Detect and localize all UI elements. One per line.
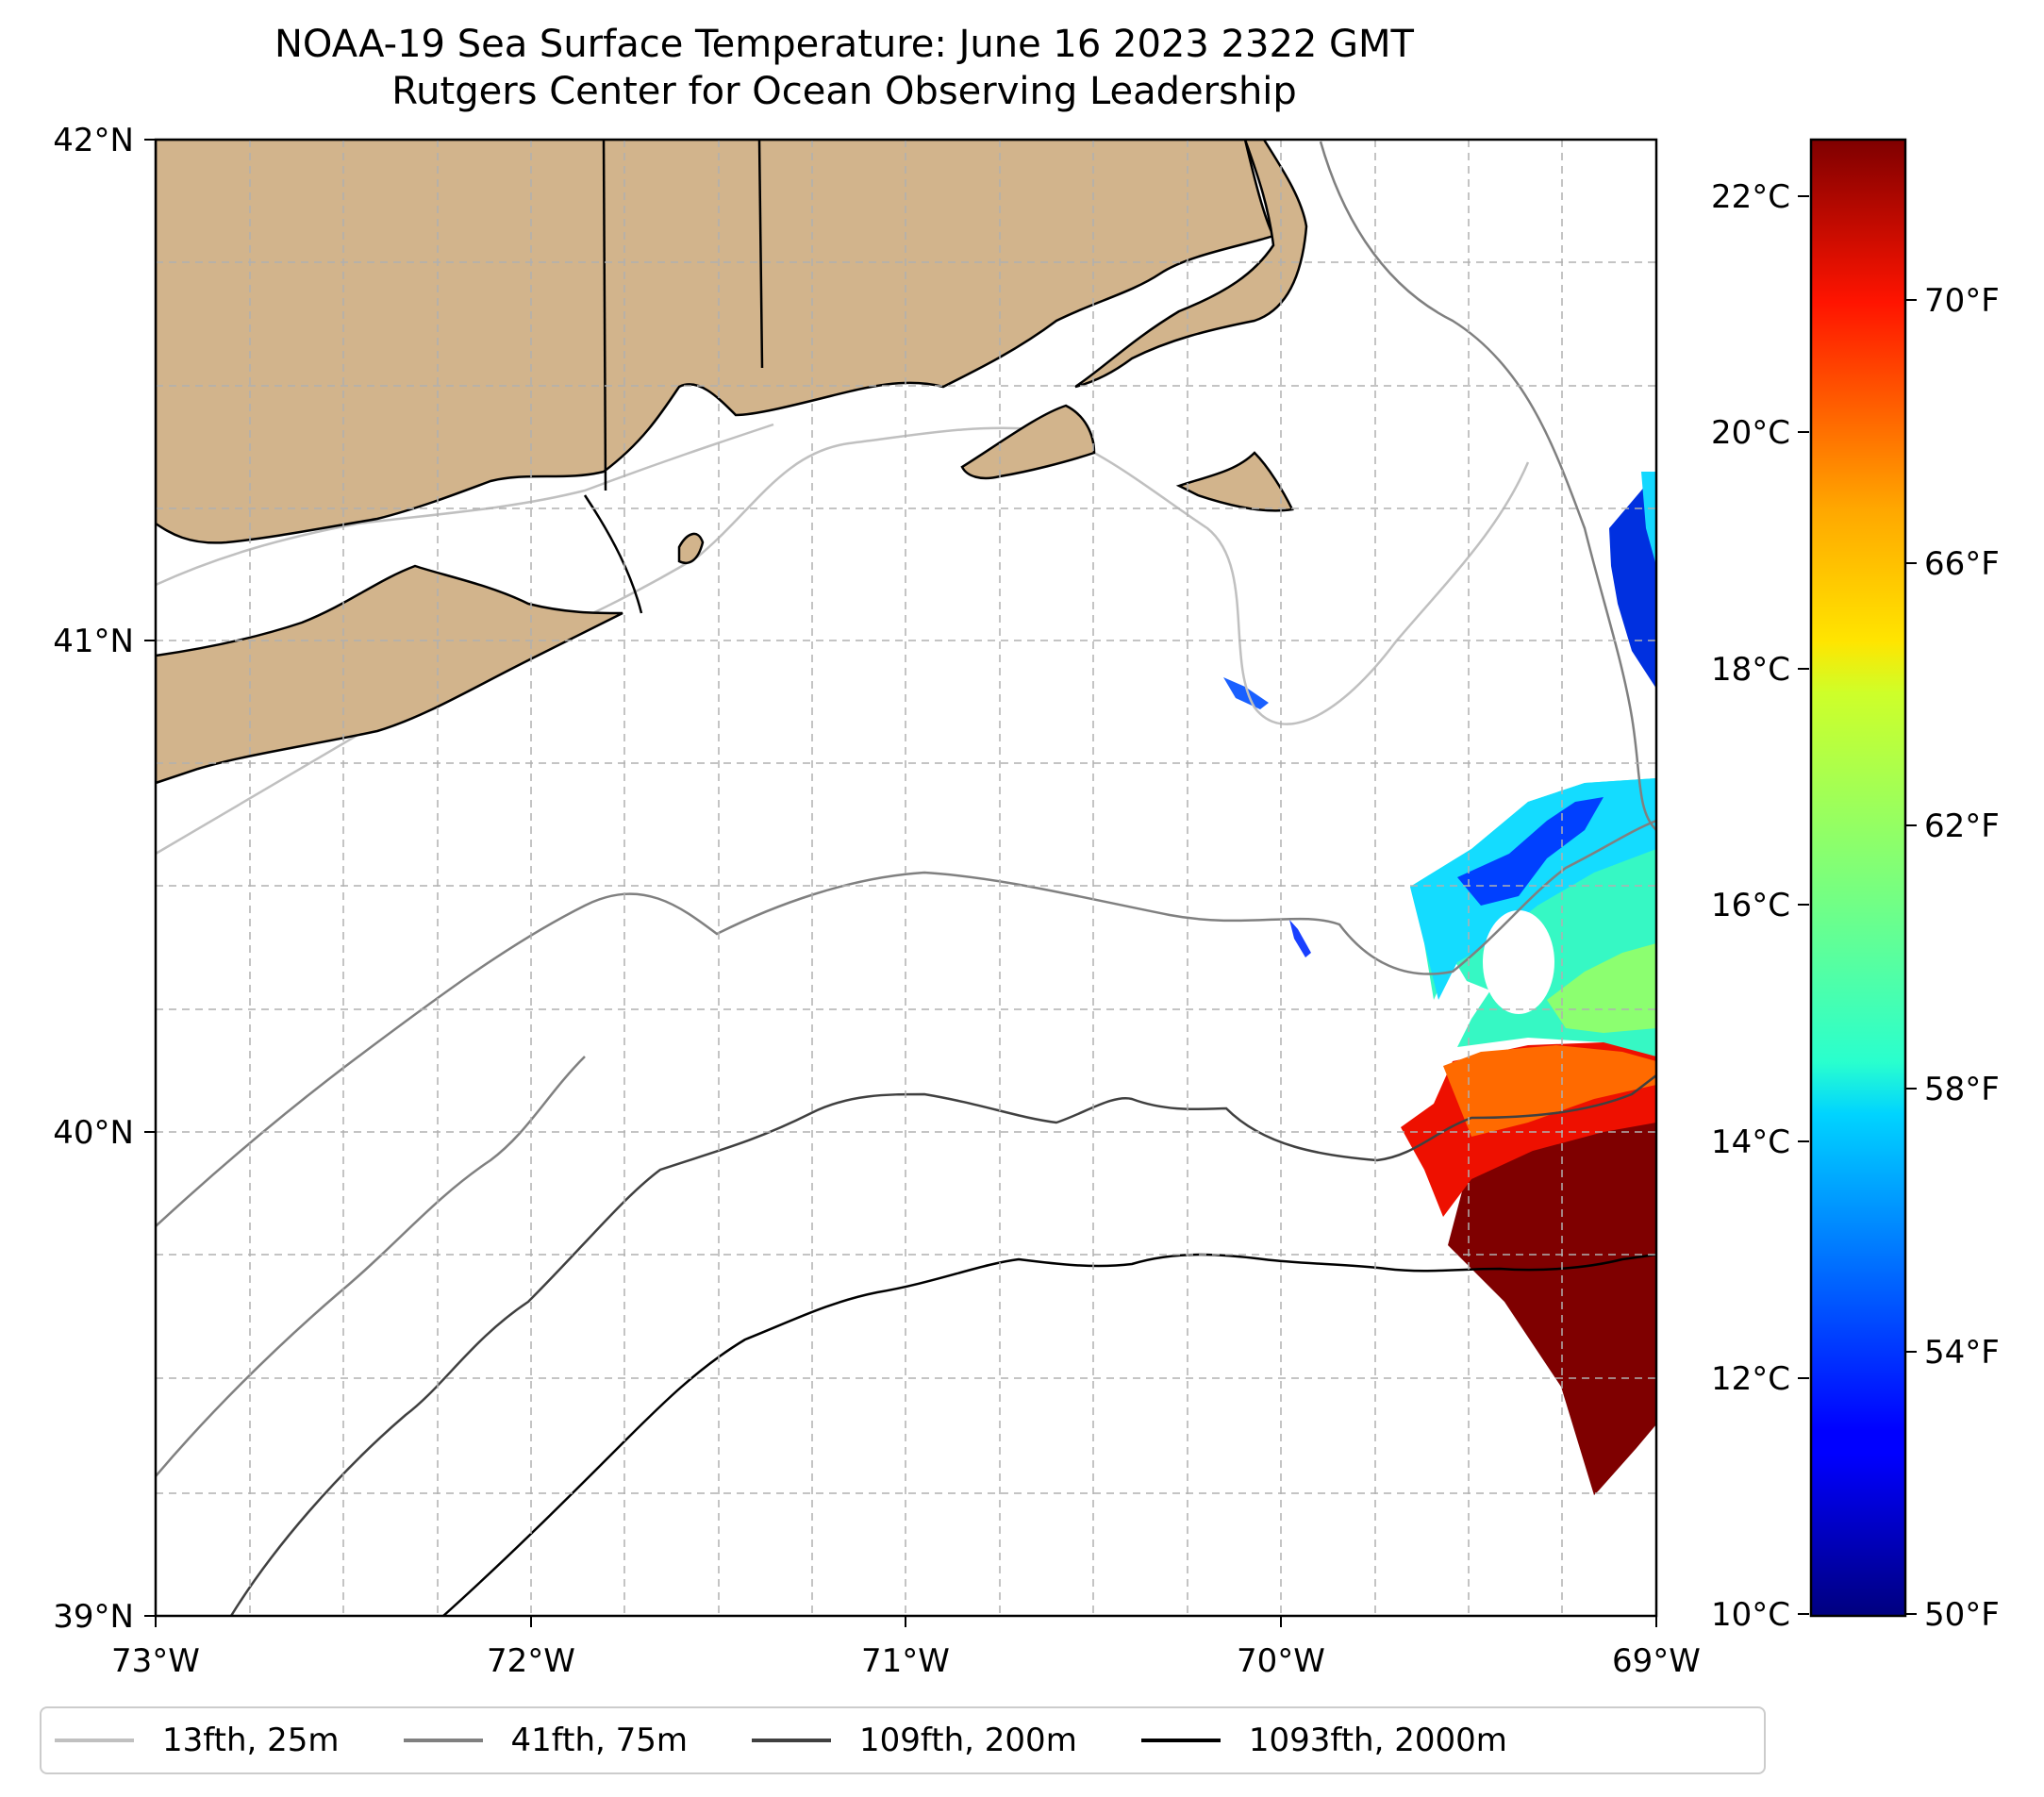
legend-label: 109fth, 200m [859,1722,1077,1759]
fahrenheit-tick-label: 58°F [1924,1071,2000,1108]
legend-label: 41fth, 75m [510,1722,689,1759]
sst-patch-small-2 [1289,920,1311,957]
sst-patch-cyan [1410,778,1656,1000]
legend-line-swatch [752,1739,832,1742]
axis-tick-marks [144,139,1657,1627]
celsius-tick-label: 18°C [1711,651,1790,689]
map-title: NOAA-19 Sea Surface Temperature: June 16… [0,21,1688,115]
sst-patch-north-edge [1641,472,1656,566]
celsius-tick-label: 16°C [1711,887,1790,924]
celsius-tick-label: 14°C [1711,1123,1790,1161]
legend-line-swatch [1140,1739,1221,1742]
y-tick-label: 40°N [53,1114,134,1152]
fahrenheit-tick-label: 62°F [1924,807,2000,845]
land-nantucket [1175,451,1294,512]
x-tick-label: 72°W [487,1642,575,1680]
land-mainland [156,140,1275,544]
land-long-island [156,564,623,785]
sst-patch-green [1547,943,1656,1033]
sst-patch-orange [1443,1045,1656,1137]
sst-data-layer [1223,472,1656,1495]
land-cape-cod [1074,140,1308,389]
legend-line-swatch [55,1739,134,1742]
border-ri-ma [757,140,764,369]
state-borders [583,140,764,614]
x-axis-labels: 73°W 72°W 71°W 70°W 69°W [111,1642,1701,1680]
celsius-tick-label: 20°C [1711,414,1790,452]
land-block-island [677,532,705,565]
x-tick-label: 71°W [861,1642,950,1680]
legend-line-swatch [403,1739,483,1742]
fahrenheit-tick-label: 66°F [1924,545,2000,583]
celsius-tick-label: 22°C [1711,178,1790,216]
fahrenheit-tick-label: 50°F [1924,1596,2000,1634]
sst-patch-blue [1457,797,1604,906]
legend-item-75m: 41fth, 75m [403,1722,689,1759]
fahrenheit-tick-label: 70°F [1924,282,2000,320]
y-tick-label: 39°N [53,1598,134,1636]
celsius-scale: 22°C 20°C 18°C 16°C 14°C 12°C 10°C [1711,178,1809,1634]
sst-patch-warm [1448,1085,1656,1495]
contour-2000m [442,1253,1656,1616]
legend-item-200m: 109fth, 200m [752,1722,1077,1759]
x-tick-label: 70°W [1237,1642,1325,1680]
border-ct-ri [602,140,607,491]
legend-item-25m: 13fth, 25m [55,1722,340,1759]
x-tick-label: 73°W [111,1642,200,1680]
y-tick-label: 42°N [53,122,134,159]
fahrenheit-tick-label: 54°F [1924,1334,2000,1372]
colorbar [1809,138,1907,1618]
sst-patch-north [1609,472,1656,689]
land-marthas-vineyard [960,404,1096,480]
celsius-tick-label: 10°C [1711,1596,1790,1634]
contour-75m-slope [1319,141,1656,831]
border-ny-ct [583,494,643,614]
legend-item-2000m: 1093fth, 2000m [1140,1722,1507,1759]
title-line-1: NOAA-19 Sea Surface Temperature: June 16… [274,23,1414,66]
x-tick-label: 69°W [1612,1642,1701,1680]
celsius-tick-label: 12°C [1711,1360,1790,1398]
legend-label: 13fth, 25m [162,1722,340,1759]
y-tick-label: 41°N [53,623,134,660]
y-axis-labels: 42°N 41°N 40°N 39°N [53,122,134,1636]
contour-200m [229,1074,1656,1616]
sst-patch-small-1 [1223,677,1269,709]
map-gridlines [156,140,1656,1616]
depth-contour-legend: 13fth, 25m 41fth, 75m 109fth, 200m 1093f… [40,1706,1766,1774]
fahrenheit-scale: 70°F 66°F 62°F 58°F 54°F 50°F [1905,282,2000,1634]
title-line-2: Rutgers Center for Ocean Observing Leade… [391,70,1297,113]
land-layer [156,140,1308,785]
sst-gap [1483,910,1554,1014]
legend-label: 1093fth, 2000m [1248,1722,1507,1759]
